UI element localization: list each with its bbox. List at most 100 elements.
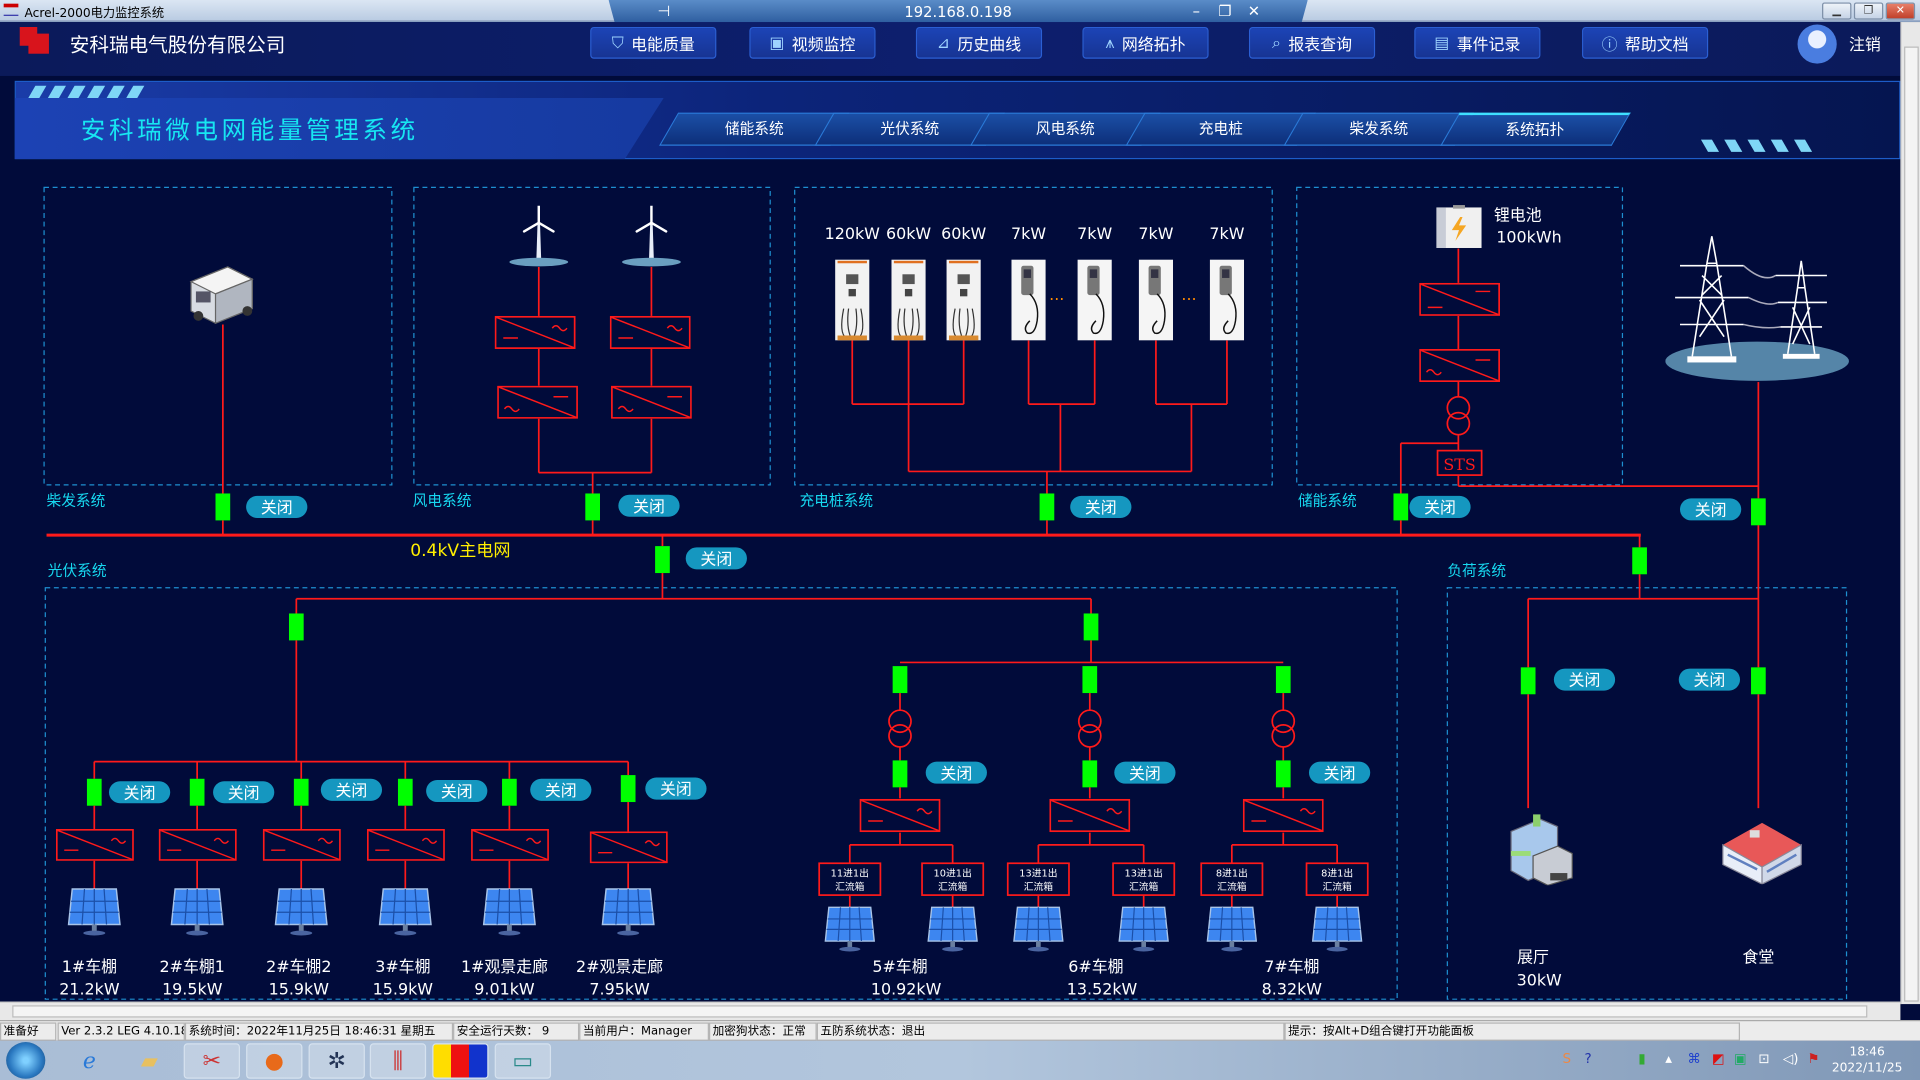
close-breaker-button[interactable]: 关闭	[1070, 495, 1132, 518]
section-label-storage: 储能系统	[1298, 493, 1357, 510]
acrel-tray-icon[interactable]: ◩	[1711, 1050, 1725, 1067]
nav-network-topology[interactable]: ⩚ 网络拓扑	[1082, 26, 1209, 59]
tool-icon[interactable]: ✂	[183, 1043, 241, 1079]
close-breaker-button[interactable]: 关闭	[1409, 495, 1471, 518]
close-breaker-button[interactable]: 关闭	[213, 781, 275, 804]
video-icon: ▣	[769, 33, 785, 53]
close-breaker-button[interactable]: 关闭	[1114, 761, 1176, 784]
section-label-load: 负荷系统	[1447, 563, 1506, 580]
rdp-restore-button[interactable]: ❐	[1218, 2, 1232, 20]
show-hidden-icons[interactable]: ▴	[1665, 1050, 1673, 1067]
close-breaker-button[interactable]: 关闭	[1678, 668, 1741, 691]
nav-help-docs[interactable]: ⓘ 帮助文档	[1582, 26, 1709, 59]
close-breaker-button[interactable]: 关闭	[925, 761, 987, 784]
close-breaker-button[interactable]: 关闭	[246, 495, 308, 518]
exhibition-hall-icon	[1510, 814, 1573, 886]
horizontal-scrollbar[interactable]	[0, 1001, 1901, 1021]
breaker-switch[interactable]	[86, 778, 102, 806]
ie-icon[interactable]: ℯ	[82, 1048, 96, 1074]
nav-history-curve[interactable]: ⊿ 历史曲线	[915, 26, 1043, 59]
display-icon[interactable]: ▣	[1733, 1050, 1747, 1067]
acrel-app-icon[interactable]: ⫼	[369, 1043, 427, 1079]
close-breaker-button[interactable]: 关闭	[618, 494, 680, 517]
breaker-switch[interactable]	[293, 778, 309, 806]
volume-icon[interactable]: ◁)	[1782, 1050, 1799, 1067]
status-safe-days: 安全运行天数： 9	[453, 1022, 580, 1041]
dc-dc-converter-icon	[1419, 282, 1501, 316]
breaker-switch[interactable]	[1082, 666, 1098, 694]
breaker-switch[interactable]	[1275, 666, 1291, 694]
breaker-switch[interactable]	[585, 493, 601, 521]
nav-event-log[interactable]: ▤ 事件记录	[1414, 26, 1541, 59]
breaker-switch[interactable]	[215, 493, 231, 521]
section-label-charging: 充电桩系统	[800, 493, 874, 510]
close-breaker-button[interactable]: 关闭	[1308, 761, 1371, 784]
help-tray-icon[interactable]: ?	[1584, 1050, 1592, 1067]
start-button[interactable]	[6, 1042, 46, 1079]
breaker-switch[interactable]	[655, 546, 670, 574]
minimize-button[interactable]: ▁	[1822, 2, 1852, 20]
breaker-switch[interactable]	[1039, 493, 1055, 521]
transformer-icon	[1271, 709, 1296, 734]
tab-topology[interactable]: 系统拓扑	[1440, 112, 1631, 146]
folder-icon[interactable]: ▰	[140, 1048, 158, 1074]
logout-button[interactable]: 注销	[1848, 36, 1881, 56]
breaker-switch[interactable]	[892, 760, 908, 788]
transformer-icon	[1446, 395, 1471, 420]
pin-icon[interactable]: ⊣	[657, 2, 671, 20]
restore-button[interactable]: ❐	[1853, 2, 1884, 20]
button-bg	[1678, 668, 1741, 691]
close-breaker-button[interactable]: 关闭	[1680, 498, 1742, 521]
combiner-label: 汇流箱	[1217, 880, 1247, 893]
vertical-scrollbar[interactable]	[1900, 22, 1920, 1005]
usb-icon[interactable]: ▮	[1638, 1050, 1646, 1067]
action-center-icon[interactable]: ⚑	[1807, 1050, 1820, 1067]
scroll-thumb[interactable]	[12, 1005, 1868, 1018]
breaker-switch[interactable]	[189, 778, 205, 806]
breaker-switch[interactable]	[1751, 498, 1766, 526]
close-breaker-button[interactable]: 关闭	[685, 547, 747, 570]
rdp-minimize-button[interactable]: –	[1192, 2, 1201, 20]
ac-charger-icon	[1209, 259, 1245, 341]
breaker-switch[interactable]	[397, 778, 413, 806]
firefox-icon[interactable]: ●	[246, 1043, 303, 1079]
breaker-switch[interactable]	[1083, 613, 1099, 641]
network-tray-icon[interactable]: ⌘	[1687, 1050, 1701, 1067]
close-breaker-button[interactable]: 关闭	[645, 777, 707, 800]
clock[interactable]: 18:46 2022/11/25	[1832, 1044, 1903, 1076]
solar-panel-icon	[274, 888, 328, 937]
ime-icon[interactable]: S	[1562, 1050, 1572, 1067]
canteen-icon	[1721, 821, 1803, 885]
button-label: 关闭	[1569, 671, 1601, 690]
nav-report-query[interactable]: ⌕ 报表查询	[1248, 26, 1376, 59]
breaker-switch[interactable]	[1275, 760, 1291, 788]
breaker-switch[interactable]	[1520, 667, 1536, 695]
close-breaker-button[interactable]: 关闭	[1553, 668, 1616, 691]
lan-icon[interactable]: ⊡	[1758, 1050, 1770, 1067]
close-breaker-button[interactable]: 关闭	[320, 778, 383, 801]
color-app-icon[interactable]	[432, 1043, 489, 1079]
breaker-switch[interactable]	[502, 778, 517, 806]
breaker-switch[interactable]	[1393, 493, 1409, 521]
breaker-switch[interactable]	[288, 613, 304, 641]
pv-inverter-icon	[1242, 798, 1324, 833]
close-breaker-button[interactable]: 关闭	[530, 778, 592, 801]
breaker-switch[interactable]	[892, 666, 908, 694]
breaker-switch[interactable]	[1751, 667, 1766, 695]
user-avatar[interactable]	[1797, 24, 1837, 64]
rdp-close-button[interactable]: ✕	[1247, 2, 1261, 20]
settings-icon[interactable]: ✲	[308, 1043, 365, 1079]
scroll-thumb[interactable]	[1904, 46, 1919, 1002]
remote-desktop-bar: ⊣ 192.168.0.198 – ❐ ✕	[608, 0, 1308, 26]
close-window-button[interactable]: ✕	[1885, 2, 1916, 20]
breaker-switch[interactable]	[1082, 760, 1098, 788]
nav-power-quality[interactable]: ⛉ 电能质量	[590, 26, 717, 59]
close-breaker-button[interactable]: 关闭	[108, 781, 171, 804]
breaker-switch[interactable]	[620, 775, 636, 803]
status-ready: 准备好	[0, 1022, 57, 1041]
close-breaker-button[interactable]: 关闭	[426, 780, 488, 803]
breaker-switch[interactable]	[1632, 547, 1647, 575]
nav-video-monitor[interactable]: ▣ 视频监控	[749, 26, 876, 59]
zone-charging-border	[794, 186, 1273, 486]
remote-app-icon[interactable]: ▭	[494, 1043, 552, 1079]
